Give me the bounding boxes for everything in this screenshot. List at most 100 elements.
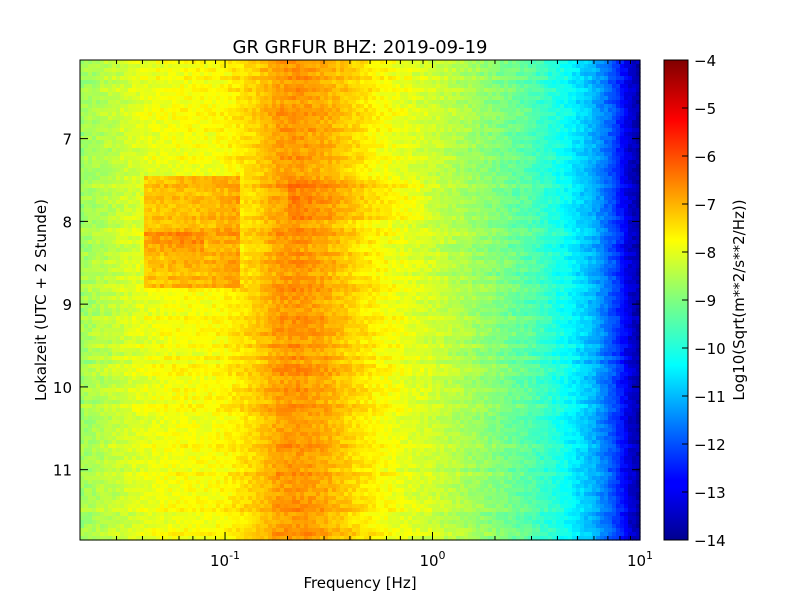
heatmap-cell (468, 184, 473, 189)
heatmap-cell (612, 124, 617, 129)
heatmap-cell (320, 96, 325, 101)
heatmap-cell (468, 108, 473, 113)
heatmap-cell (272, 176, 277, 181)
heatmap-cell (464, 132, 469, 137)
heatmap-cell (356, 128, 361, 133)
heatmap-cell (580, 164, 585, 169)
heatmap-cell (472, 172, 477, 177)
heatmap-cell (304, 128, 309, 133)
heatmap-cell (244, 180, 249, 185)
heatmap-cell (488, 144, 493, 149)
heatmap-cell (228, 196, 233, 201)
heatmap-cell (356, 192, 361, 197)
heatmap-cell (572, 160, 577, 165)
heatmap-cell (392, 92, 397, 97)
heatmap-cell (532, 92, 537, 97)
heatmap-cell (100, 80, 105, 85)
heatmap-cell (208, 104, 213, 109)
heatmap-cell (116, 120, 121, 125)
heatmap-cell (404, 148, 409, 153)
heatmap-cell (296, 124, 301, 129)
heatmap-cell (280, 144, 285, 149)
heatmap-cell (172, 64, 177, 69)
heatmap-cell (300, 108, 305, 113)
heatmap-cell (412, 184, 417, 189)
heatmap-cell (588, 124, 593, 129)
heatmap-cell (516, 152, 521, 157)
heatmap-cell (484, 164, 489, 169)
heatmap-cell (232, 180, 237, 185)
heatmap-cell (368, 96, 373, 101)
heatmap-cell (164, 172, 169, 177)
heatmap-cell (464, 80, 469, 85)
heatmap-cell (128, 148, 133, 153)
heatmap-cell (452, 84, 457, 89)
heatmap-cell (124, 108, 129, 113)
heatmap-cell (504, 140, 509, 145)
heatmap-cell (532, 160, 537, 165)
heatmap-cell (292, 172, 297, 177)
heatmap-cell (248, 80, 253, 85)
heatmap-cell (592, 112, 597, 117)
heatmap-cell (432, 60, 437, 65)
heatmap-cell (420, 104, 425, 109)
heatmap-cell (564, 92, 569, 97)
heatmap-cell (456, 152, 461, 157)
heatmap-cell (532, 196, 537, 201)
heatmap-cell (256, 192, 261, 197)
heatmap-cell (304, 112, 309, 117)
heatmap-cell (616, 64, 621, 69)
heatmap-cell (584, 92, 589, 97)
heatmap-cell (464, 60, 469, 65)
heatmap-cell (432, 124, 437, 129)
heatmap-cell (264, 68, 269, 73)
heatmap-cell (312, 168, 317, 173)
heatmap-cell (192, 184, 197, 189)
heatmap-cell (616, 92, 621, 97)
heatmap-cell (328, 200, 333, 205)
heatmap-cell (388, 184, 393, 189)
heatmap-cell (388, 76, 393, 81)
heatmap-cell (596, 144, 601, 149)
heatmap-cell (248, 192, 253, 197)
heatmap-cell (472, 60, 477, 65)
heatmap-cell (616, 184, 621, 189)
heatmap-cell (240, 148, 245, 153)
heatmap-cell (292, 80, 297, 85)
heatmap-cell (312, 136, 317, 141)
heatmap-cell (348, 124, 353, 129)
heatmap-cell (144, 168, 149, 173)
heatmap-cell (564, 76, 569, 81)
heatmap-cell (288, 132, 293, 137)
heatmap-cell (432, 92, 437, 97)
heatmap-cell (104, 64, 109, 69)
heatmap-cell (588, 152, 593, 157)
heatmap-cell (232, 148, 237, 153)
heatmap-cell (156, 68, 161, 73)
heatmap-cell (340, 104, 345, 109)
heatmap-cell (596, 60, 601, 65)
heatmap-cell (244, 76, 249, 81)
heatmap-cell (464, 104, 469, 109)
heatmap-cell (164, 120, 169, 125)
heatmap-cell (432, 156, 437, 161)
heatmap-cell (84, 164, 89, 169)
heatmap-cell (108, 160, 113, 165)
heatmap-cell (280, 152, 285, 157)
heatmap-cell (368, 112, 373, 117)
heatmap-cell (240, 128, 245, 133)
heatmap-cell (572, 132, 577, 137)
heatmap-cell (256, 168, 261, 173)
heatmap-cell (636, 196, 641, 201)
heatmap-cell (400, 136, 405, 141)
heatmap-cell (552, 176, 557, 181)
heatmap-cell (184, 64, 189, 69)
heatmap-cell (620, 196, 625, 201)
heatmap-cell (484, 172, 489, 177)
heatmap-cell (584, 112, 589, 117)
heatmap-cell (480, 180, 485, 185)
heatmap-cell (312, 176, 317, 181)
heatmap-cell (428, 88, 433, 93)
heatmap-cell (188, 88, 193, 93)
heatmap-cell (404, 128, 409, 133)
